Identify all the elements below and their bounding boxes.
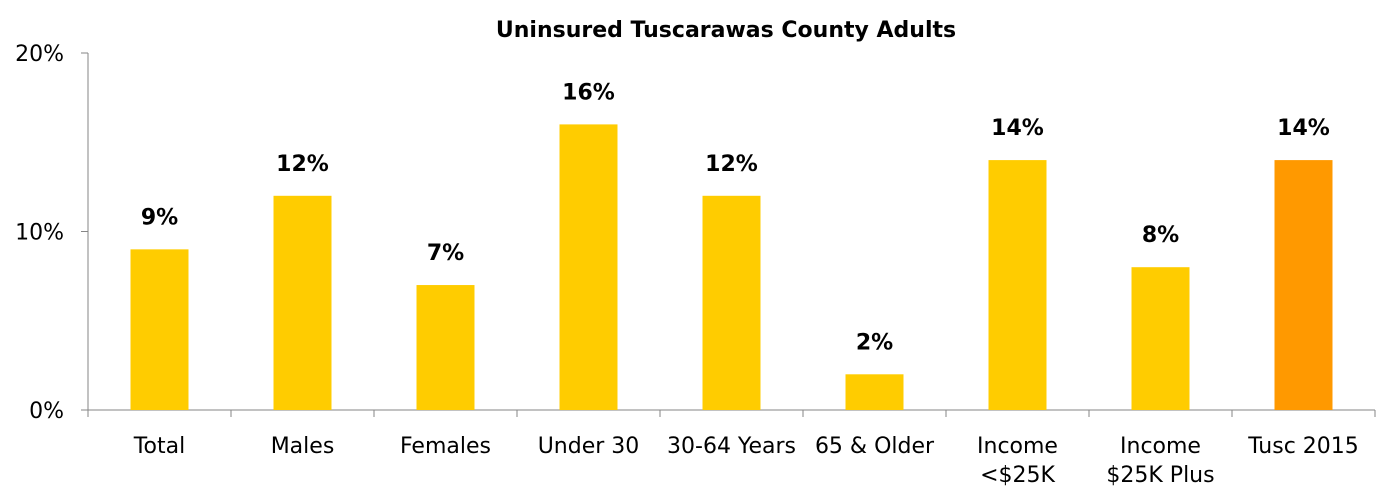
data-label: 7% <box>427 241 464 266</box>
bar <box>702 195 761 410</box>
category-label: Males <box>271 434 335 459</box>
data-label: 14% <box>991 116 1044 141</box>
category-label: 65 & Older <box>815 434 935 459</box>
category-label: Total <box>133 434 185 459</box>
y-tick-label: 10% <box>15 221 64 246</box>
y-tick-label: 0% <box>29 399 64 424</box>
category-label: Tusc 2015 <box>1247 434 1359 459</box>
category-label: 30-64 Years <box>667 434 796 459</box>
bar <box>1131 267 1190 410</box>
bar <box>273 195 332 410</box>
y-tick-label: 20% <box>15 42 64 67</box>
y-axis-ticks: 0% 10% 20% <box>15 42 88 424</box>
category-labels: Total Males Females Under 30 30-64 Years 65 &… <box>133 434 1359 487</box>
category-label: Under 30 <box>538 434 640 459</box>
data-label: 9% <box>141 205 178 230</box>
data-label: 14% <box>1277 116 1330 141</box>
data-label: 8% <box>1142 223 1179 248</box>
category-label: <$25K <box>980 463 1055 487</box>
bar <box>130 249 189 410</box>
x-axis-ticks <box>87 410 1376 417</box>
chart-title: Uninsured Tuscarawas County Adults <box>496 18 956 43</box>
data-labels: 9% 12% 7% 16% 12% 2% 14% 8% 14% <box>141 80 1330 355</box>
data-label: 12% <box>705 152 758 177</box>
category-label: Income <box>977 434 1058 459</box>
category-label: Females <box>400 434 491 459</box>
data-label: 16% <box>562 80 615 105</box>
bar <box>1274 160 1333 410</box>
category-label: Income <box>1120 434 1201 459</box>
bar <box>845 374 904 410</box>
category-label: $25K Plus <box>1106 463 1214 487</box>
data-label: 2% <box>856 330 893 355</box>
data-label: 12% <box>276 152 329 177</box>
bar <box>416 285 475 410</box>
bars <box>130 124 1333 411</box>
bar <box>559 124 618 411</box>
bar <box>988 160 1047 410</box>
